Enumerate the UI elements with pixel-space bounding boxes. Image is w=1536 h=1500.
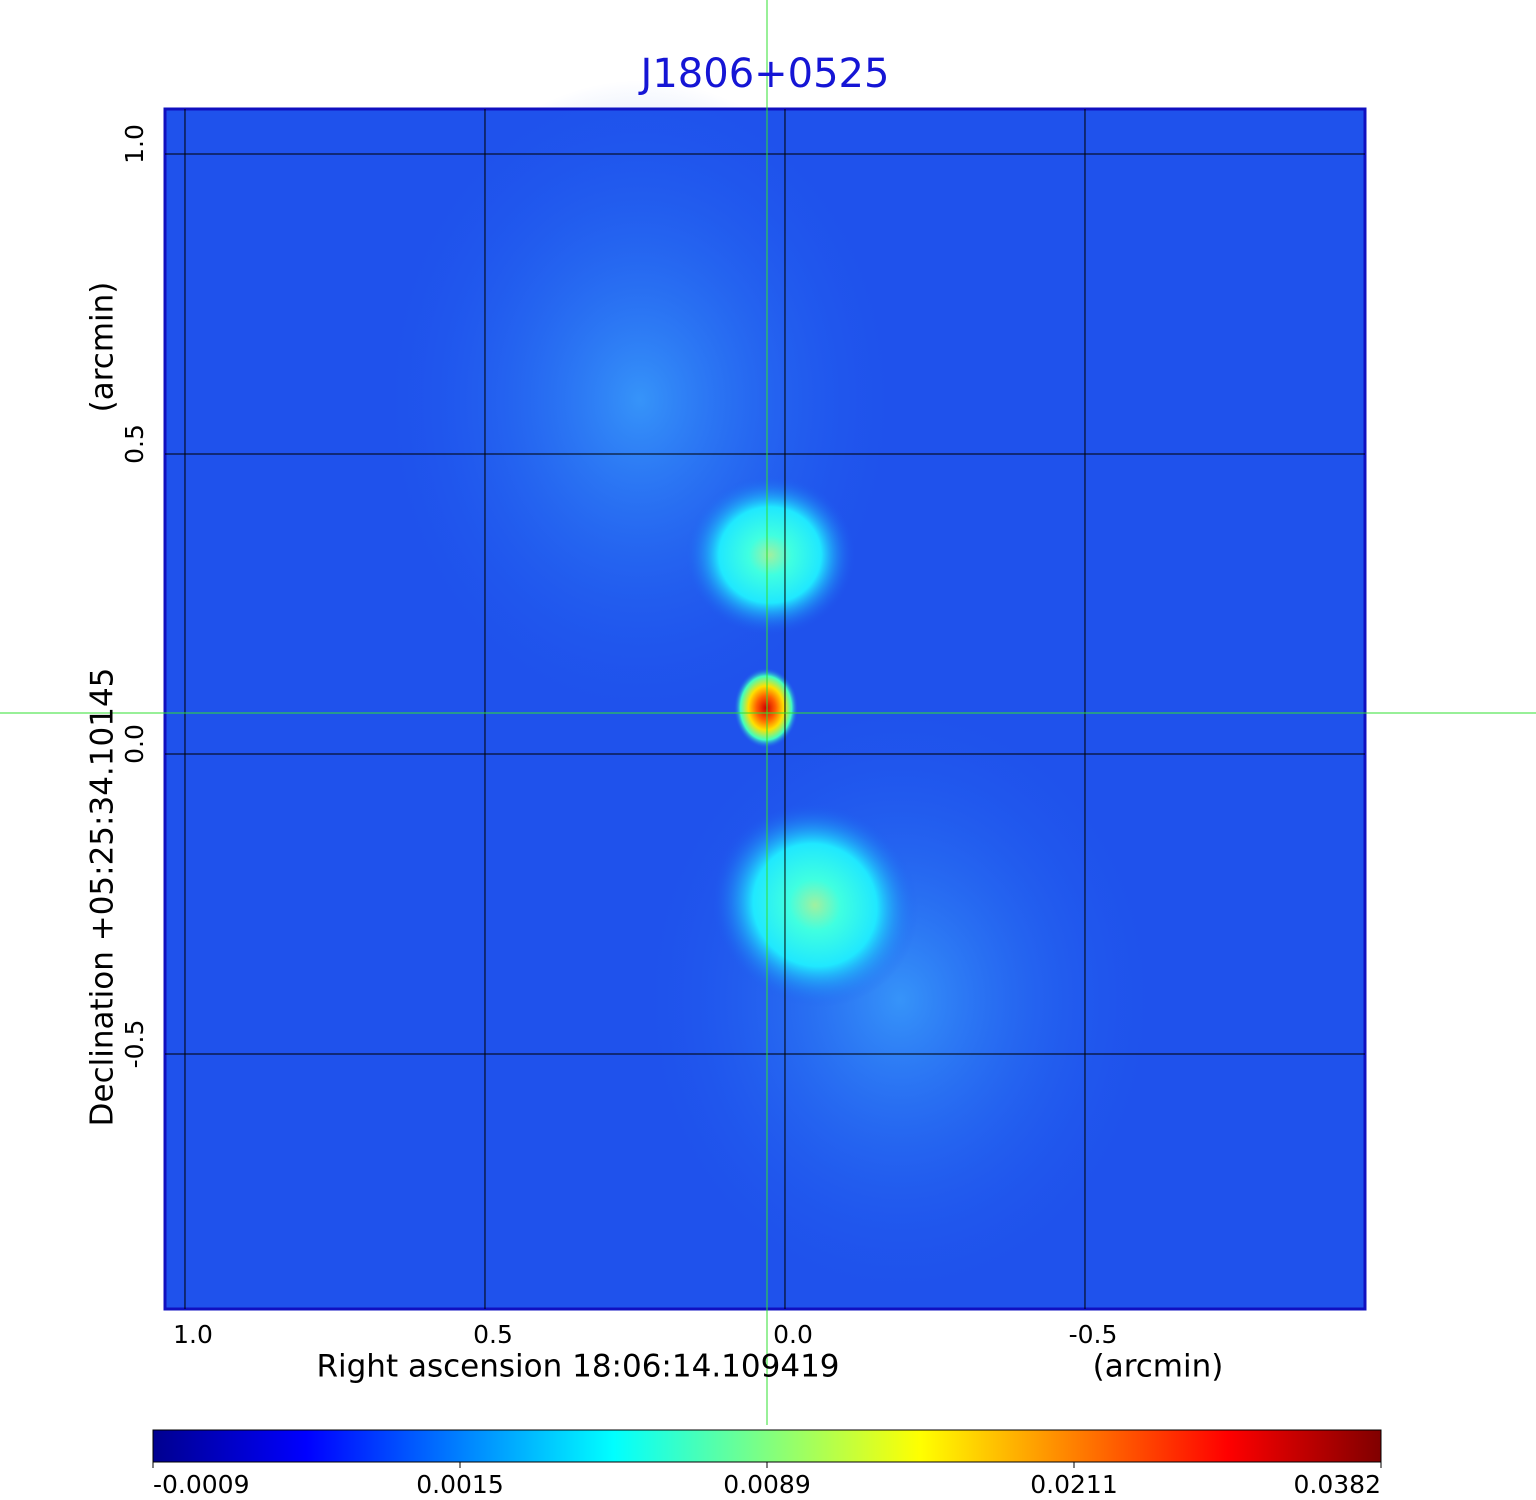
x-axis-unit: (arcmin): [1093, 1349, 1224, 1385]
x-tick-label: 0.0: [773, 1320, 813, 1349]
colorbar: [152, 1429, 1382, 1463]
image-blobs: [380, 80, 1160, 1300]
grid: [165, 109, 1365, 1309]
chart-title: J1806+0525: [638, 51, 890, 97]
colorbar-tick-label: 0.0015: [416, 1470, 503, 1499]
x-tick-label: 1.0: [173, 1320, 213, 1349]
y-axis-unit: (arcmin): [85, 282, 121, 413]
y-tick-label: -0.5: [120, 1020, 149, 1069]
y-axis-label: Declination +05:25:34.10145: [85, 668, 121, 1127]
y-tick-label: 0.0: [120, 724, 149, 764]
y-tick-label: 0.5: [120, 424, 149, 464]
x-axis-label: Right ascension 18:06:14.109419: [316, 1349, 839, 1385]
colorbar-tick-label: 0.0211: [1030, 1470, 1117, 1499]
colorbar-tick-label: 0.0089: [723, 1470, 810, 1499]
colorbar-tick-label: -0.0009: [153, 1470, 250, 1499]
colorbar-tick-label: 0.0382: [1294, 1470, 1381, 1499]
y-tick-label: 1.0: [120, 124, 149, 164]
x-tick-label: 0.5: [473, 1320, 513, 1349]
x-tick-label: -0.5: [1069, 1320, 1118, 1349]
